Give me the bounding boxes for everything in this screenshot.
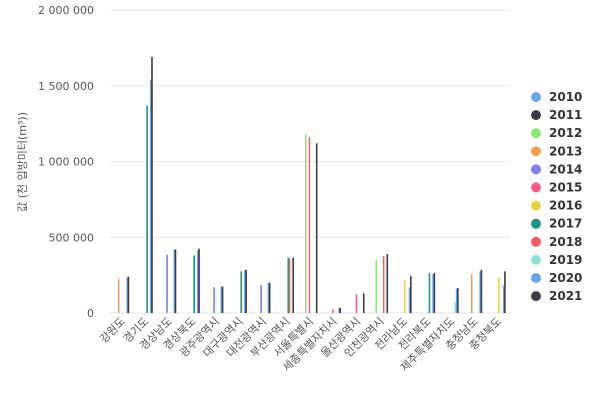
bar-2014-광주광역시[interactable] [213,287,215,313]
legend-label: 2014 [549,162,582,176]
legend-item-2019[interactable]: 2019 [531,253,582,267]
bar-2017-대구광역시[interactable] [240,271,243,313]
legend-marker [531,128,541,139]
y-tick-label: 1 000 000 [38,156,94,169]
x-category-label: 강원도 [97,315,128,346]
legend-item-2018[interactable]: 2018 [531,235,582,249]
bar-2014-경상남도[interactable] [166,254,168,313]
legend-marker [531,236,541,247]
bar-2017-경상북도[interactable] [193,255,195,313]
bar-2020-강원도[interactable] [126,277,129,313]
bar-2021-대구광역시[interactable] [245,269,247,313]
legend-item-2014[interactable]: 2014 [531,162,582,176]
legend-item-2021[interactable]: 2021 [531,289,582,303]
legend-marker [531,291,541,302]
legend-marker [531,92,541,102]
bar-2021-경상북도[interactable] [198,248,200,313]
y-tick-label: 0 [87,307,94,320]
bar-2021-울산광역시[interactable] [362,293,365,313]
y-tick-label: 500 000 [49,231,95,244]
legend-label: 2019 [549,253,582,267]
bar-2021-경상남도[interactable] [174,249,177,313]
legend-label: 2018 [549,235,582,249]
legend-label: 2013 [549,144,582,158]
bar-2020-충청남도[interactable] [479,271,481,313]
legend-marker [531,110,541,121]
bar-2021-광주광역시[interactable] [221,286,224,313]
legend: 2010 2011 2012 2013 2014 2015 2016 2017 2018 2019… [531,90,582,303]
bar-2017-경기도[interactable] [146,105,148,313]
bar-2020-경기도[interactable] [149,79,152,313]
y-axis-ticks: 0 500 000 1 000 000 1 500 000 2 000 000 [38,4,94,320]
bar-2013-강원도[interactable] [117,278,120,313]
bars [117,56,506,313]
bar-2017-부산광역시[interactable] [287,257,290,313]
x-axis-categories: 강원도경기도경상남도경상북도광주광역시대구광역시대전광역시부산광역시서울특별시세… [97,314,504,374]
legend-marker [531,164,541,175]
bar-2021-서울특별시[interactable] [315,143,318,313]
bar-2021-인천광역시[interactable] [386,253,389,313]
bar-2015-울산광역시[interactable] [355,294,358,313]
legend-label: 2017 [549,217,582,231]
bar-2021-강원도[interactable] [127,276,130,313]
bar-2020-제주특별자치도[interactable] [455,288,458,313]
legend-item-2011[interactable]: 2011 [531,108,582,122]
y-tick-label: 2 000 000 [38,4,94,17]
bar-2013-충청남도[interactable] [470,274,473,313]
legend-label: 2021 [549,289,582,303]
bar-2020-전라북도[interactable] [432,274,434,313]
bar-2018-부산광역시[interactable] [288,258,291,313]
legend-marker [531,254,541,265]
legend-item-2013[interactable]: 2013 [531,144,582,158]
legend-label: 2016 [549,199,582,213]
bar-2020-대전광역시[interactable] [267,282,270,313]
bar-2018-인천광역시[interactable] [382,256,385,313]
bar-2021-전라북도[interactable] [433,272,436,313]
legend-marker [531,182,541,193]
bar-2016-충청북도[interactable] [498,277,500,313]
legend-label: 2020 [549,271,582,285]
legend-label: 2011 [549,108,582,122]
legend-label: 2012 [549,126,582,140]
bar-2014-대전광역시[interactable] [260,284,262,313]
legend-marker [531,273,541,283]
legend-marker [531,218,541,229]
bar-2020-경상북도[interactable] [197,250,199,313]
legend-label: 2010 [549,90,582,104]
legend-label: 2015 [549,181,582,195]
bar-2015-세종특별자치시[interactable] [332,309,334,313]
legend-item-2010[interactable]: 2010 [531,90,582,104]
bar-2021-부산광역시[interactable] [292,257,294,313]
bar-2020-세종특별자치시[interactable] [338,308,340,313]
bar-2020-광주광역시[interactable] [220,286,223,313]
bar-2021-전라남도[interactable] [410,275,412,313]
bar-2020-대구광역시[interactable] [244,269,246,313]
bar-2021-충청북도[interactable] [504,271,506,313]
bar-2017-전라북도[interactable] [428,272,431,313]
legend-item-2020[interactable]: 2020 [531,271,582,285]
bar-2021-충청남도[interactable] [480,269,483,313]
legend-item-2017[interactable]: 2017 [531,217,582,231]
legend-item-2012[interactable]: 2012 [531,126,582,140]
legend-marker [531,200,541,211]
bar-2020-경상남도[interactable] [173,250,176,313]
legend-item-2015[interactable]: 2015 [531,181,582,195]
bar-2021-경기도[interactable] [151,56,153,313]
bar-2020-충청북도[interactable] [502,285,505,313]
y-axis-title: 값 (천 입방미터(m³)) [15,112,29,212]
bar-2020-전라남도[interactable] [408,287,411,313]
bar-2019-제주특별자치도[interactable] [454,302,457,313]
bar-2015-서울특별시[interactable] [308,137,311,313]
legend-item-2016[interactable]: 2016 [531,199,582,213]
bar-2021-세종특별자치시[interactable] [339,307,342,313]
bar-2012-서울특별시[interactable] [304,134,307,313]
bar-2021-제주특별자치도[interactable] [457,288,459,313]
legend-marker [531,146,541,157]
bar-2021-대전광역시[interactable] [268,282,271,313]
bar-2016-전라남도[interactable] [403,280,406,313]
bar-2012-인천광역시[interactable] [375,259,378,313]
y-tick-label: 1 500 000 [38,80,94,93]
